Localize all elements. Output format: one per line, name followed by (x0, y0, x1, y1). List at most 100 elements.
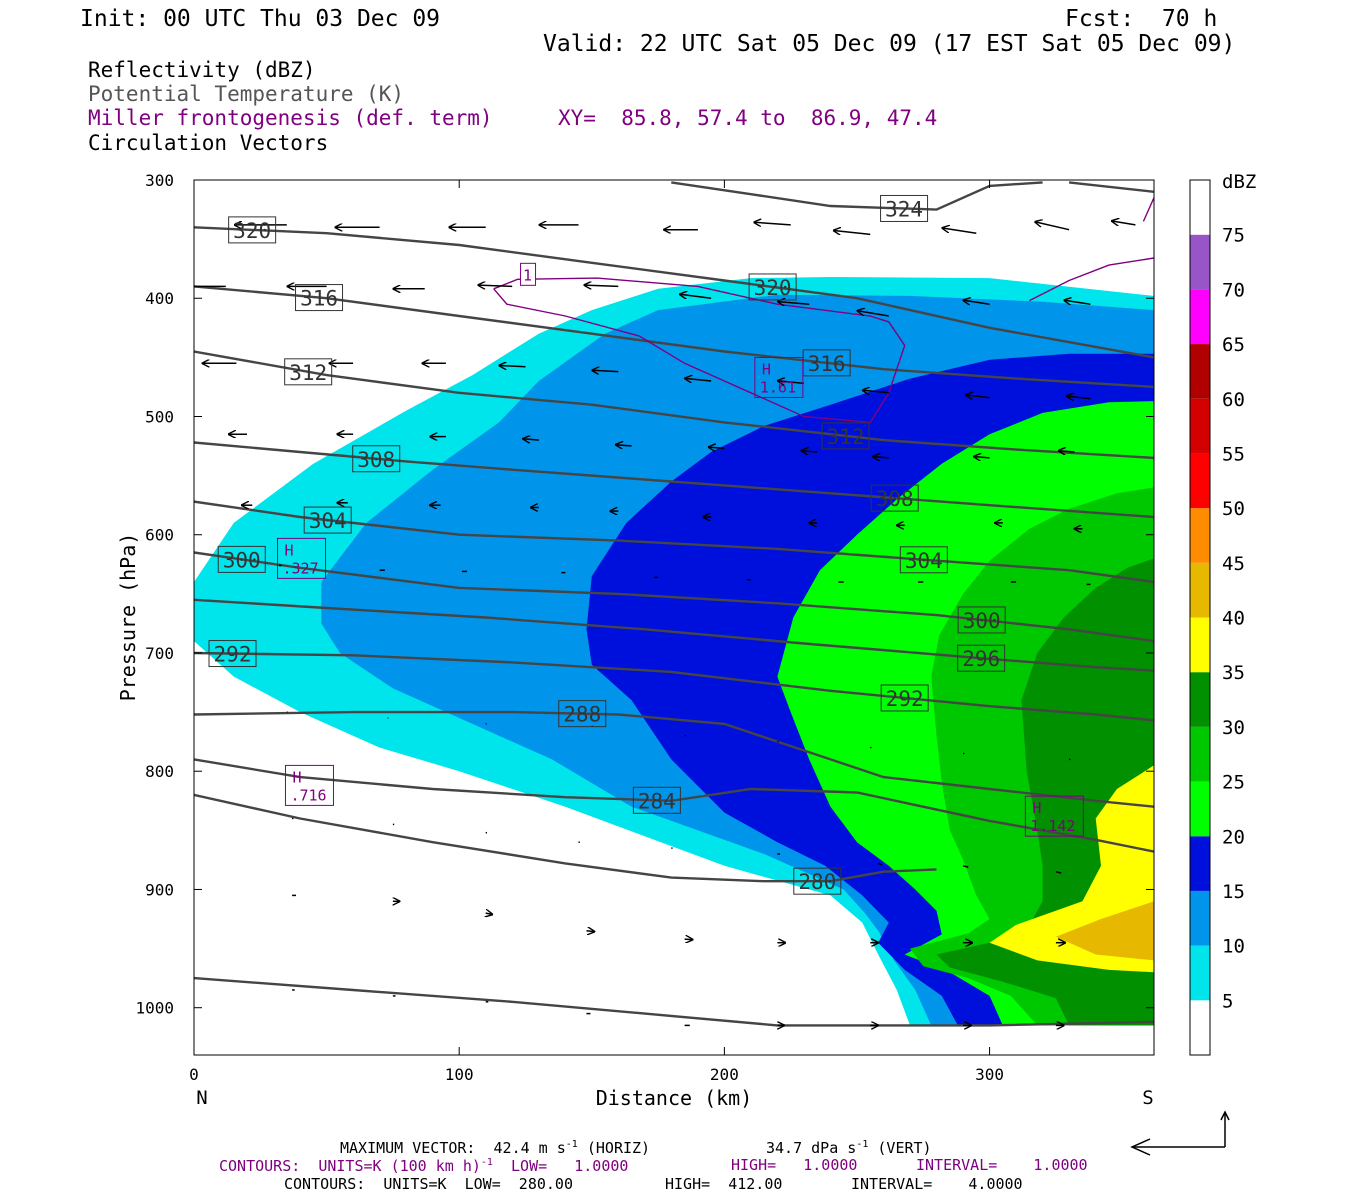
fronto-contour-2 (1142, 197, 1154, 222)
colorbar-segment (1190, 562, 1210, 618)
maximum-label: H (292, 768, 301, 786)
colorbar-label: 25 (1222, 772, 1245, 794)
theta-label-312-box (821, 422, 870, 450)
circulation-vector (680, 294, 712, 298)
y-tick-label: 900 (145, 880, 174, 899)
y-tick-label: 600 (145, 526, 174, 545)
circulation-vector (834, 231, 871, 235)
colorbar-label: 60 (1222, 389, 1245, 411)
circulation-vector (873, 457, 889, 458)
theta-label-320: 320 (754, 276, 792, 300)
colorbar-segment (1190, 344, 1210, 399)
theta-label-280: 280 (798, 870, 836, 894)
x-end-label-right: S (1142, 1087, 1153, 1109)
x-tick-label: 200 (710, 1065, 739, 1084)
xy-endpoints: XY= 85.8, 57.4 to 86.9, 47.4 (558, 106, 938, 130)
circulation-vector (1035, 222, 1070, 231)
circulation-vector (523, 439, 539, 440)
theta-contour-324 (671, 181, 1043, 211)
y-tick-label: 500 (145, 407, 174, 426)
theta-contour-316 (194, 285, 1154, 389)
theta-label-308: 308 (357, 448, 395, 472)
contour-labels: 320 320 316 316 312 312 308 308 304 304 300 300 296 2… (208, 194, 1084, 895)
circulation-vector (1067, 396, 1091, 399)
theta-label-296: 296 (962, 647, 1000, 671)
colorbar-segment (1190, 781, 1210, 837)
circulation-vector (974, 457, 990, 458)
colorbar-segment (1190, 180, 1210, 235)
theta-label-284: 284 (638, 789, 676, 813)
colorbar-label: 15 (1222, 881, 1245, 903)
theta-label-316-box (295, 284, 344, 312)
theta-contour-304 (194, 500, 1154, 584)
y-axis-title: Pressure (hPa) (116, 533, 140, 702)
theta-contour-320 (194, 226, 1154, 359)
theta-contour-296 (194, 598, 1154, 672)
x-tick-label: 0 (189, 1065, 199, 1084)
colorbar-segment (1190, 1000, 1210, 1055)
maximum-box (1024, 795, 1084, 837)
circulation-vector (684, 939, 693, 940)
colorbar-label: 65 (1222, 334, 1245, 356)
fronto-label-box (520, 262, 537, 286)
theta-label-292-box (880, 684, 929, 712)
circulation-vector (478, 285, 513, 286)
theta-label-280-box (793, 867, 842, 895)
theta-label-320: 320 (233, 219, 271, 243)
theta-label-300: 300 (963, 609, 1001, 633)
theta-label-312: 312 (827, 425, 865, 449)
theta-contour-312 (194, 350, 1154, 460)
colorbar-label: 30 (1222, 717, 1245, 739)
colorbar-segment (1190, 726, 1210, 782)
theta-label-312-box (284, 358, 333, 386)
x-tick-label: 300 (975, 1065, 1004, 1084)
colorbar-segment (1190, 508, 1210, 563)
colorbar-segment (1190, 398, 1210, 454)
x-tick-label: 100 (445, 1065, 474, 1084)
colorbar-title: dBZ (1222, 171, 1256, 193)
theta-contour-280 (194, 793, 937, 883)
init-time: Init: 00 UTC Thu 03 Dec 09 (80, 6, 441, 32)
circulation-vector (1055, 870, 1062, 874)
legend-frontogenesis: Miller frontogenesis (def. term) (88, 106, 493, 130)
theta-label-320-box (748, 273, 797, 301)
circulation-vector (685, 378, 712, 381)
theta-label-316: 316 (808, 352, 846, 376)
fronto-contour-interval: INTERVAL= 1.0000 (916, 1156, 1088, 1174)
circulation-vector (592, 370, 619, 371)
theta-label-316: 316 (300, 287, 338, 311)
colorbar-segment (1190, 945, 1210, 1001)
circulation-vector (616, 445, 632, 446)
maximum-label: H (285, 541, 294, 559)
maximum-box (754, 356, 804, 398)
colorbar-label: 50 (1222, 498, 1245, 520)
colorbar-label: 45 (1222, 553, 1245, 575)
colorbar-segment (1190, 234, 1210, 290)
colorbar-label: 75 (1222, 225, 1245, 247)
circulation-vector (962, 865, 969, 868)
x-axis-title: Distance (km) (596, 1086, 753, 1110)
circulation-vectors (194, 221, 1136, 1025)
x-end-label-left: N (196, 1087, 207, 1109)
forecast-hour: Fcst: 70 h (1065, 6, 1218, 32)
potential-temperature-contours (194, 181, 1154, 1027)
circulation-vector (863, 390, 889, 393)
max-vector-vert: 34.7 dPa s-1 (VERT) (766, 1139, 932, 1157)
legend-theta: Potential Temperature (K) (88, 82, 405, 106)
colorbar-label: 10 (1222, 936, 1245, 958)
theta-label-324-box (880, 194, 929, 222)
theta-contour-300 (194, 551, 1154, 643)
fronto-label: 1 (523, 266, 532, 284)
circulation-vector (754, 222, 791, 225)
theta-label-292: 292 (214, 643, 252, 667)
fronto-contour-info: CONTOURS: UNITS=K (100 km h)-1 LOW= 1.00… (219, 1157, 629, 1175)
theta-label-304: 304 (309, 509, 347, 533)
theta-label-288: 288 (563, 703, 601, 727)
theta-label-320-box (228, 216, 277, 244)
theta-label-304-box (899, 546, 948, 574)
maximum-box (284, 764, 334, 806)
theta-label-324: 324 (885, 197, 923, 221)
reflectivity-fills (194, 277, 1154, 1026)
y-tick-label: 800 (145, 762, 174, 781)
